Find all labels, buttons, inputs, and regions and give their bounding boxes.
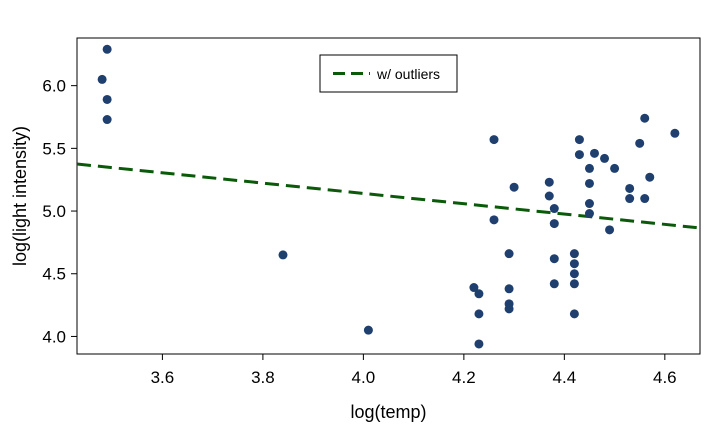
data-point [504, 304, 514, 314]
data-point [469, 283, 479, 293]
data-point [574, 135, 584, 145]
y-axis: 4.0 4.5 5.0 5.5 6.0 [42, 77, 77, 346]
data-point [474, 339, 484, 349]
data-point [584, 163, 594, 173]
data-points [97, 44, 680, 349]
y-tick-label: 5.5 [42, 139, 66, 158]
y-tick-label: 6.0 [42, 77, 66, 96]
data-point [569, 269, 579, 279]
data-point [670, 128, 680, 138]
data-point [640, 194, 650, 204]
data-point [549, 219, 559, 229]
data-point [600, 153, 610, 163]
data-point [635, 138, 645, 148]
data-point [645, 172, 655, 182]
data-point [589, 148, 599, 158]
y-tick-label: 5.0 [42, 202, 66, 221]
data-point [569, 279, 579, 289]
legend: w/ outliers [319, 54, 458, 93]
x-tick-label: 4.2 [452, 368, 476, 387]
data-point [509, 182, 519, 192]
data-point [569, 249, 579, 259]
fit-line-with-outliers [76, 162, 701, 230]
data-point [102, 115, 112, 125]
data-point [489, 215, 499, 225]
data-point [640, 113, 650, 123]
y-axis-label: log(light intensity) [10, 126, 30, 266]
data-point [544, 191, 554, 201]
plot-frame [76, 37, 701, 355]
data-point [584, 209, 594, 219]
x-axis-label: log(temp) [350, 402, 426, 422]
data-point [549, 254, 559, 264]
data-point [625, 183, 635, 193]
data-point [363, 325, 373, 335]
x-tick-label: 4.0 [352, 368, 376, 387]
data-point [504, 284, 514, 294]
x-axis: 3.6 3.8 4.0 4.2 4.4 4.6 [151, 354, 677, 387]
data-point [504, 249, 514, 259]
data-point [97, 74, 107, 84]
y-tick-label: 4.0 [42, 327, 66, 346]
x-tick-label: 4.6 [653, 368, 677, 387]
data-point [549, 279, 559, 289]
x-tick-label: 4.4 [553, 368, 577, 387]
data-point [474, 289, 484, 299]
data-point [584, 178, 594, 188]
data-point [474, 309, 484, 319]
data-point [569, 259, 579, 269]
data-point [610, 163, 620, 173]
data-point [549, 204, 559, 214]
legend-entry-label: w/ outliers [376, 66, 440, 82]
data-point [544, 177, 554, 187]
y-tick-label: 4.5 [42, 265, 66, 284]
data-point [584, 199, 594, 209]
data-point [605, 225, 615, 235]
data-point [569, 309, 579, 319]
data-point [278, 250, 288, 260]
data-point [489, 135, 499, 145]
data-point [102, 44, 112, 54]
x-tick-label: 3.6 [151, 368, 175, 387]
data-point [625, 194, 635, 204]
x-tick-label: 3.8 [251, 368, 275, 387]
data-point [102, 94, 112, 104]
data-point [574, 150, 584, 160]
